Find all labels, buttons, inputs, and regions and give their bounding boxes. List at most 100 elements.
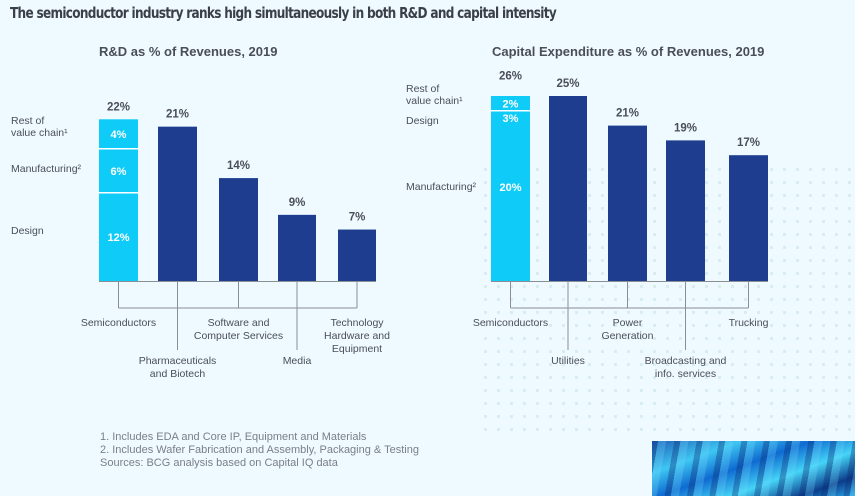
segment-legend-label: Design <box>11 225 44 237</box>
grid-dot <box>575 298 578 301</box>
grid-dot <box>536 428 539 431</box>
grid-dot <box>809 350 812 353</box>
bar-segment-manufacturing <box>99 148 138 193</box>
category-label: Generation <box>602 330 654 342</box>
grid-dot <box>627 428 630 431</box>
grid-dot <box>718 324 721 327</box>
grid-dot <box>848 220 851 223</box>
grid-dot <box>627 415 630 418</box>
grid-dot <box>523 324 526 327</box>
grid-dot <box>497 415 500 418</box>
grid-dot <box>783 324 786 327</box>
grid-dot <box>848 259 851 262</box>
grid-dot <box>757 389 760 392</box>
grid-dot <box>783 350 786 353</box>
grid-dot <box>718 181 721 184</box>
grid-dot <box>783 402 786 405</box>
grid-dot <box>718 311 721 314</box>
grid-dot <box>614 311 617 314</box>
grid-dot <box>705 428 708 431</box>
grid-dot <box>822 428 825 431</box>
grid-dot <box>536 233 539 236</box>
grid-dot <box>783 272 786 275</box>
segment-value-label: 12% <box>107 232 129 244</box>
bar-segment-rest-of-value-chain <box>99 119 138 149</box>
grid-dot <box>718 220 721 223</box>
grid-dot <box>809 285 812 288</box>
grid-dot <box>588 259 591 262</box>
grid-dot <box>653 285 656 288</box>
grid-dot <box>510 298 513 301</box>
grid-dot <box>783 376 786 379</box>
grid-dot <box>848 363 851 366</box>
grid-dot <box>601 207 604 210</box>
grid-dot <box>523 415 526 418</box>
grid-dot <box>835 402 838 405</box>
grid-dot <box>783 285 786 288</box>
grid-dot <box>783 194 786 197</box>
grid-dot <box>484 181 487 184</box>
grid-dot <box>575 350 578 353</box>
grid-dot <box>497 324 500 327</box>
grid-dot <box>640 363 643 366</box>
bar-value-label: 22% <box>107 101 130 113</box>
grid-dot <box>796 376 799 379</box>
grid-dot <box>718 337 721 340</box>
grid-dot <box>588 285 591 288</box>
grid-dot <box>835 233 838 236</box>
grid-dot <box>770 220 773 223</box>
grid-dot <box>770 376 773 379</box>
grid-dot <box>484 376 487 379</box>
grid-dot <box>692 337 695 340</box>
grid-dot <box>497 350 500 353</box>
grid-dot <box>783 337 786 340</box>
grid-dot <box>731 376 734 379</box>
grid-dot <box>718 285 721 288</box>
grid-dot <box>770 194 773 197</box>
page-title: The semiconductor industry ranks high si… <box>10 4 557 22</box>
grid-dot <box>484 272 487 275</box>
grid-dot <box>692 389 695 392</box>
grid-dot <box>705 363 708 366</box>
grid-dot <box>601 337 604 340</box>
grid-dot <box>653 337 656 340</box>
grid-dot <box>705 298 708 301</box>
category-label: Semiconductors <box>81 317 156 329</box>
bar-value-label: 14% <box>227 160 250 172</box>
grid-dot <box>627 350 630 353</box>
grid-dot <box>523 337 526 340</box>
grid-dot <box>614 428 617 431</box>
grid-dot <box>588 311 591 314</box>
grid-dot <box>653 259 656 262</box>
grid-dot <box>679 350 682 353</box>
grid-dot <box>588 363 591 366</box>
bar-segment-rest-of-value-chain <box>491 96 530 111</box>
category-label: Computer Services <box>194 330 283 342</box>
grid-dot <box>770 415 773 418</box>
grid-dot <box>484 350 487 353</box>
grid-dot <box>653 220 656 223</box>
grid-dot <box>705 272 708 275</box>
grid-dot <box>549 337 552 340</box>
grid-dot <box>562 376 565 379</box>
grid-dot <box>666 311 669 314</box>
grid-dot <box>588 272 591 275</box>
grid-dot <box>705 246 708 249</box>
category-label: Software and <box>208 317 270 329</box>
bar-value-label: 7% <box>349 212 366 224</box>
grid-dot <box>835 311 838 314</box>
grid-dot <box>497 311 500 314</box>
segment-value-label: 3% <box>503 113 519 125</box>
segment-legend-label: Rest of <box>406 83 439 95</box>
grid-dot <box>601 428 604 431</box>
grid-dot <box>575 415 578 418</box>
grid-dot <box>770 168 773 171</box>
grid-dot <box>770 181 773 184</box>
grid-dot <box>705 220 708 223</box>
grid-dot <box>718 350 721 353</box>
grid-dot <box>822 298 825 301</box>
grid-dot <box>562 285 565 288</box>
grid-dot <box>848 207 851 210</box>
grid-dot <box>523 285 526 288</box>
